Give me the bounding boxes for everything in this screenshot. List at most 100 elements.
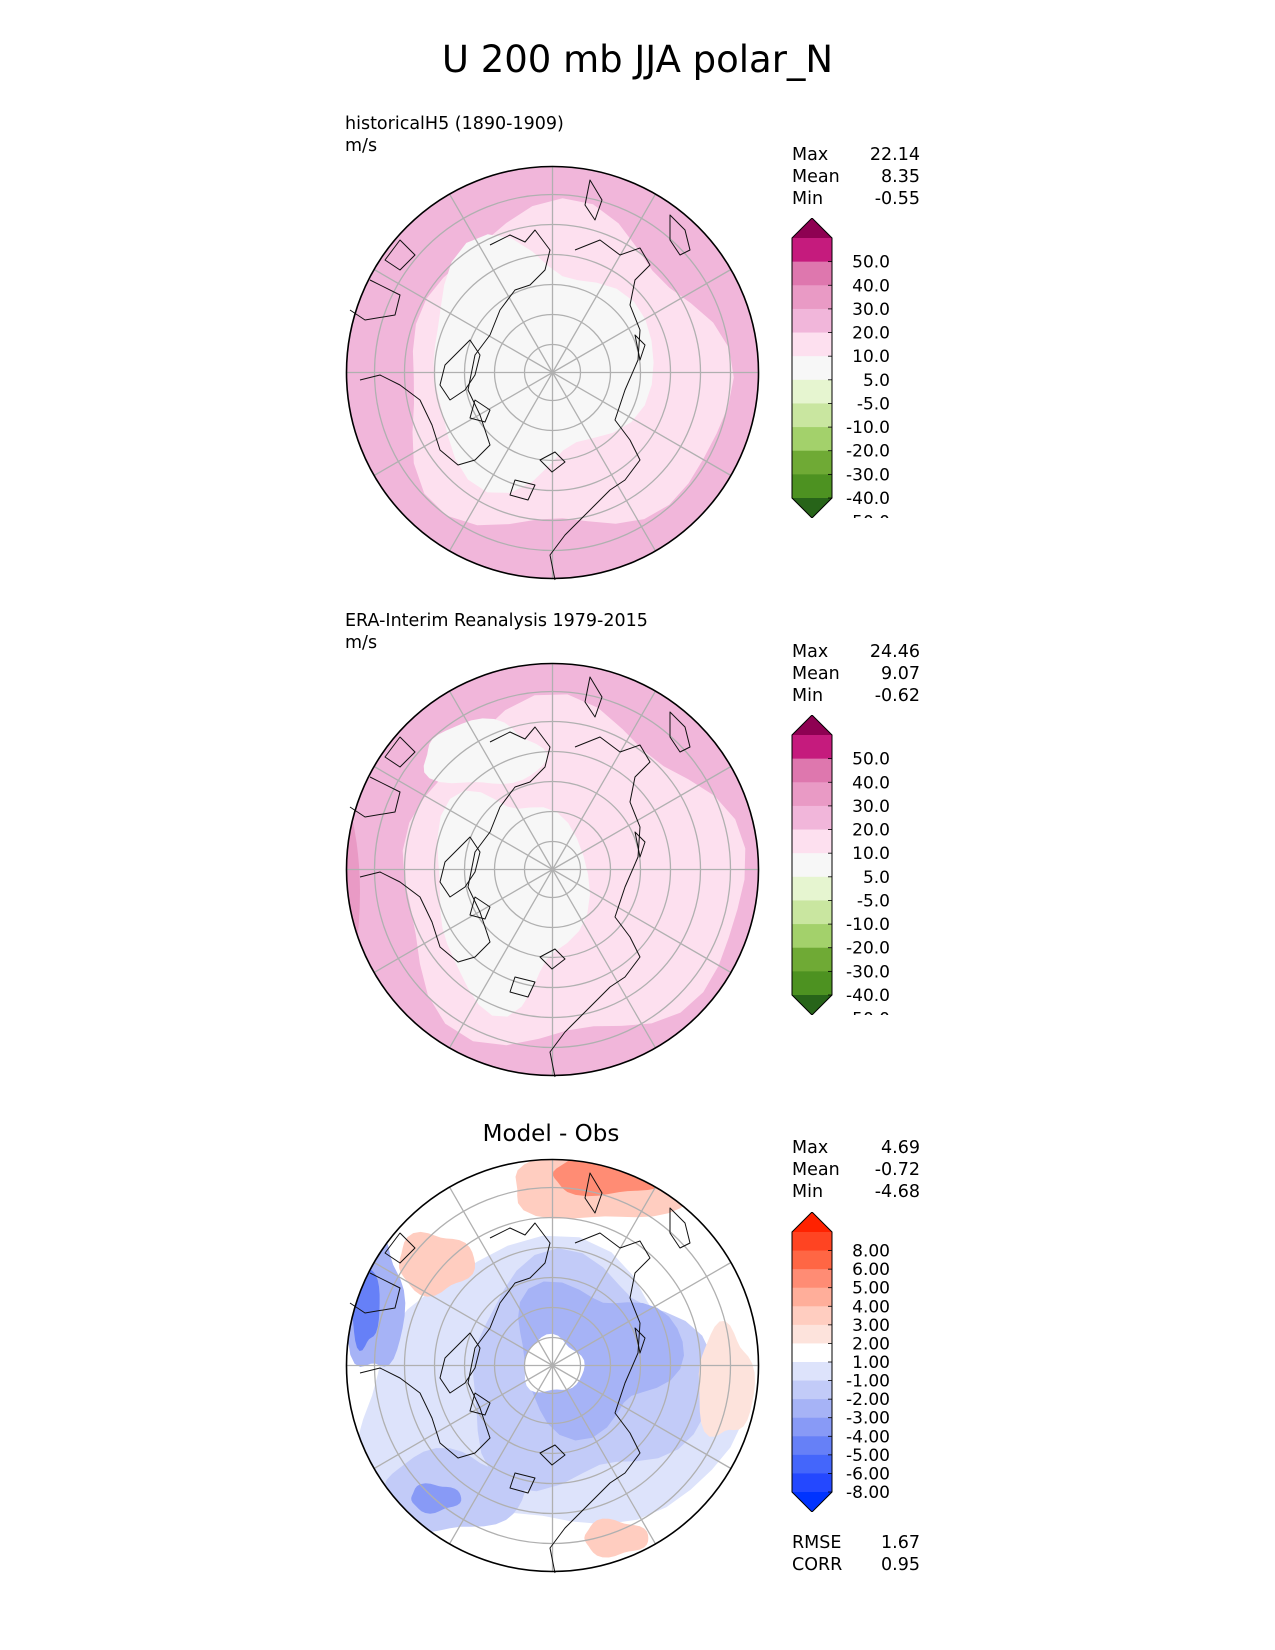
- meridian-line: [552, 1364, 732, 1470]
- colorbar-tick-label: -1.00: [846, 1372, 890, 1392]
- colorbar-tick-label: 20.0: [852, 821, 890, 841]
- map-boundary: [345, 1158, 760, 1573]
- coastline: [584, 1172, 603, 1214]
- meridian-line: [448, 1365, 554, 1545]
- colorbar-bin: [792, 735, 832, 760]
- colorbar-tick-label: 8.00: [852, 1242, 890, 1262]
- ref-stats: Max 24.46 Mean 9.07 Min -0.62: [792, 641, 920, 707]
- test-panel-title: historicalH5 (1890-1909) m/s: [345, 113, 564, 157]
- map-field: [346, 166, 759, 579]
- colorbar-tick-label: 1.00: [852, 1353, 890, 1373]
- field-region-20-30: [346, 777, 360, 957]
- ref-colorbar: 50.0 40.0 30.0 20.0 10.0 5.0 -5.0 -10.0 -20.0 -30…: [791, 715, 890, 1015]
- colorbar-bin: [792, 1287, 832, 1307]
- stat-mean: Mean 9.07: [792, 663, 920, 685]
- colorbar-tick-label: 40.0: [852, 773, 890, 793]
- test-colorbar: 50.0 40.0 30.0 20.0 10.0 5.0 -5.0 -10.0 -20.0 -30…: [791, 218, 890, 518]
- colorbar-bin: [792, 900, 832, 925]
- stat-label: CORR: [792, 1555, 843, 1575]
- coastline: [384, 736, 416, 768]
- stat-label: Min: [792, 1182, 824, 1202]
- colorbar-tick-label: 50.0: [852, 750, 890, 770]
- ref-units: m/s: [345, 633, 378, 653]
- stat-min: Min -4.68: [792, 1181, 920, 1203]
- stat-mean: Mean 8.35: [792, 166, 920, 188]
- stat-value: -0.62: [874, 686, 920, 706]
- colorbar-bin: [792, 1269, 832, 1289]
- colorbar-bin: [792, 474, 832, 499]
- colorbar-bin: [792, 1454, 832, 1475]
- colorbar-bin: [792, 971, 832, 996]
- coastline: [539, 1444, 566, 1466]
- colorbar-tick-label: -30.0: [846, 465, 890, 485]
- meridian-line: [373, 868, 553, 974]
- colorbar-tick-label: 5.0: [863, 371, 890, 391]
- colorbar-bin: [792, 403, 832, 428]
- coastline: [469, 399, 491, 423]
- colorbar-extend-max: [792, 218, 832, 238]
- coastline: [439, 836, 481, 898]
- test-stats: Max 22.14 Mean 8.35 Min -0.55: [792, 144, 920, 210]
- stat-corr: CORR 0.95: [792, 1554, 920, 1576]
- colorbar-tick-label: -3.00: [846, 1409, 890, 1429]
- figure-title: U 200 mb JJA polar_N: [441, 38, 834, 81]
- stat-value: 24.46: [869, 642, 920, 662]
- coastline: [634, 831, 646, 858]
- colorbar-tick-label: 30.0: [852, 300, 890, 320]
- coastline: [359, 726, 551, 963]
- colorbar-tick-label: -5.0: [857, 891, 890, 911]
- colorbar-extend-min: [792, 498, 832, 518]
- stat-value: -0.55: [874, 189, 920, 209]
- diff-panel-title: Model - Obs: [482, 1121, 620, 1147]
- meridian-line: [373, 268, 553, 374]
- meridian-line: [551, 193, 657, 373]
- colorbar-bin: [792, 1417, 832, 1437]
- stat-label: Mean: [792, 1160, 840, 1180]
- coastline: [439, 339, 481, 401]
- field-region-minus-3: [518, 1281, 684, 1441]
- colorbar-extend-min: [792, 1492, 832, 1512]
- meridian-line: [448, 193, 554, 373]
- coastline: [509, 976, 536, 998]
- colorbar-bin: [792, 1232, 832, 1252]
- stat-value: 9.07: [881, 664, 920, 684]
- colorbar-bin: [792, 1250, 832, 1270]
- colorbar-tick-label: -20.0: [846, 939, 890, 959]
- diff-bottom-stats: RMSE 1.67 CORR 0.95: [792, 1532, 920, 1576]
- colorbar-bin: [792, 238, 832, 263]
- stat-value: 0.95: [881, 1555, 920, 1575]
- coastline: [469, 1392, 491, 1416]
- colorbar-bin: [792, 1324, 832, 1345]
- colorbar-tick-label: 5.0: [863, 868, 890, 888]
- colorbar-bin: [792, 758, 832, 783]
- meridian-line: [551, 1365, 657, 1545]
- stat-rmse: RMSE 1.67: [792, 1532, 920, 1554]
- diff-polar-map: [345, 1158, 760, 1574]
- ref-label: ERA-Interim Reanalysis 1979-2015: [345, 611, 648, 631]
- colorbar-bin: [792, 356, 832, 381]
- colorbar-tick-label: -10.0: [846, 915, 890, 935]
- colorbar-tick-label: 3.00: [852, 1316, 890, 1336]
- stat-label: Max: [792, 145, 829, 165]
- colorbar-tick-label: 10.0: [852, 347, 890, 367]
- stat-min: Min -0.62: [792, 685, 920, 707]
- colorbar-extend-max: [792, 1212, 832, 1232]
- stat-value: 4.69: [881, 1138, 920, 1158]
- coastline: [549, 239, 651, 581]
- test-polar-map: [345, 165, 760, 581]
- colorbar-tick-label: -5.0: [857, 394, 890, 414]
- meridian-line: [448, 1186, 554, 1366]
- colorbar-tick-label: 40.0: [852, 276, 890, 296]
- colorbar-tick-label: -50.0: [846, 1010, 890, 1015]
- colorbar-tick-label: 2.00: [852, 1334, 890, 1354]
- stat-value: 8.35: [881, 167, 920, 187]
- colorbar-bin: [792, 805, 832, 831]
- stat-label: Mean: [792, 167, 840, 187]
- colorbar-tick-label: -6.00: [846, 1464, 890, 1484]
- field-region-plus-1: [698, 1320, 755, 1437]
- map-boundary: [345, 662, 760, 1077]
- colorbar-tick-label: -50.0: [846, 513, 890, 518]
- meridian-line: [373, 1364, 553, 1470]
- colorbar-bin: [792, 1343, 832, 1363]
- meridian-line: [551, 1186, 657, 1366]
